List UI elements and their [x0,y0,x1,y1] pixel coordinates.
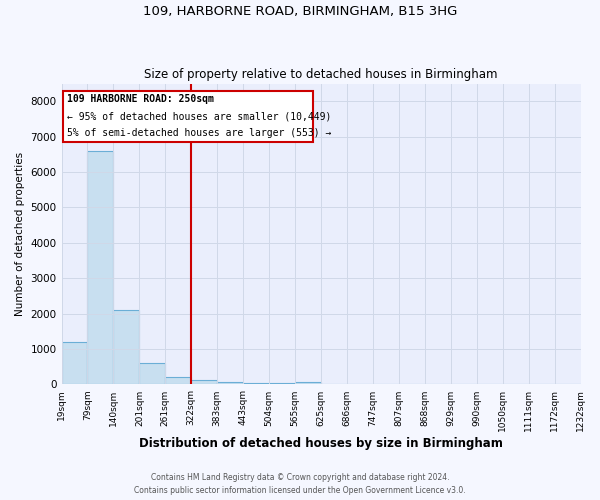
Bar [139,363,166,384]
Bar [113,310,139,384]
Bar [217,382,243,384]
Text: ← 95% of detached houses are smaller (10,449): ← 95% of detached houses are smaller (10… [67,111,331,121]
Bar [269,383,295,384]
Bar [295,382,321,384]
Bar [191,380,217,384]
FancyBboxPatch shape [63,90,313,142]
Text: 109, HARBORNE ROAD, BIRMINGHAM, B15 3HG: 109, HARBORNE ROAD, BIRMINGHAM, B15 3HG [143,5,457,18]
Y-axis label: Number of detached properties: Number of detached properties [15,152,25,316]
Text: 5% of semi-detached houses are larger (553) →: 5% of semi-detached houses are larger (5… [67,128,331,138]
Title: Size of property relative to detached houses in Birmingham: Size of property relative to detached ho… [144,68,498,81]
Bar [243,383,269,384]
Bar [166,378,191,384]
Text: Contains HM Land Registry data © Crown copyright and database right 2024.
Contai: Contains HM Land Registry data © Crown c… [134,474,466,495]
Text: 109 HARBORNE ROAD: 250sqm: 109 HARBORNE ROAD: 250sqm [67,94,214,104]
Bar [62,342,88,384]
Bar [88,151,113,384]
X-axis label: Distribution of detached houses by size in Birmingham: Distribution of detached houses by size … [139,437,503,450]
